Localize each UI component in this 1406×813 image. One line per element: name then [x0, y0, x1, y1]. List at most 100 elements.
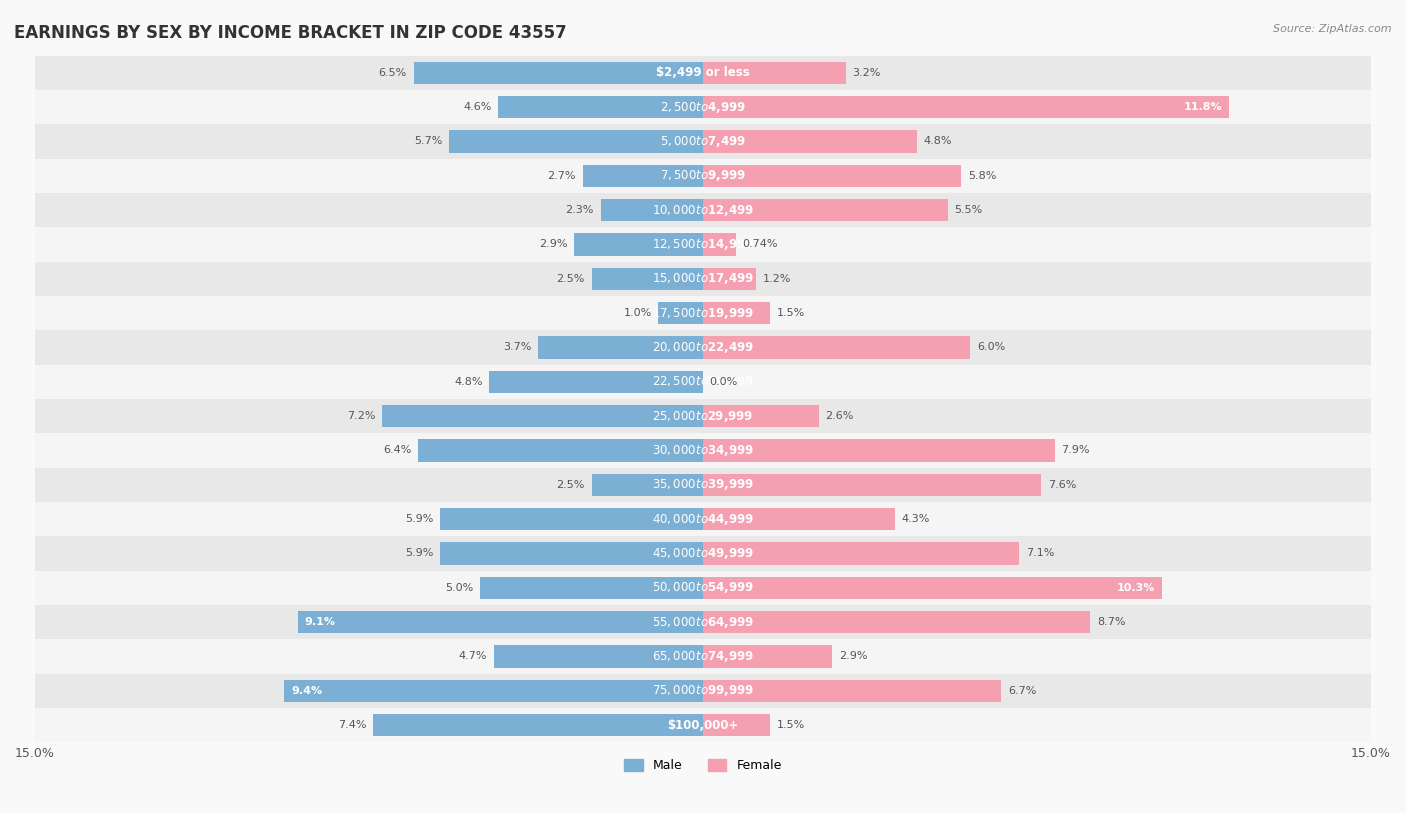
Bar — [298, 611, 703, 633]
Bar — [374, 714, 703, 737]
Bar — [481, 576, 703, 599]
Text: 2.5%: 2.5% — [557, 274, 585, 284]
Text: 1.2%: 1.2% — [763, 274, 792, 284]
Text: 2.9%: 2.9% — [839, 651, 868, 662]
Text: 9.1%: 9.1% — [304, 617, 336, 627]
Bar — [382, 405, 703, 428]
Bar — [35, 330, 1371, 365]
Bar — [35, 399, 1371, 433]
Text: 11.8%: 11.8% — [1184, 102, 1222, 112]
Bar — [35, 433, 1371, 467]
Text: $25,000 to $29,999: $25,000 to $29,999 — [652, 409, 754, 424]
Bar — [703, 165, 962, 187]
Bar — [35, 571, 1371, 605]
Bar — [582, 165, 703, 187]
Text: $12,500 to $14,999: $12,500 to $14,999 — [652, 237, 754, 252]
Text: 4.6%: 4.6% — [463, 102, 492, 112]
Text: $22,500 to $24,999: $22,500 to $24,999 — [652, 374, 754, 389]
Text: $15,000 to $17,499: $15,000 to $17,499 — [652, 272, 754, 286]
Text: 1.0%: 1.0% — [623, 308, 652, 318]
Text: $5,000 to $7,499: $5,000 to $7,499 — [659, 134, 747, 149]
Text: 0.0%: 0.0% — [710, 376, 738, 387]
Bar — [35, 124, 1371, 159]
Bar — [703, 233, 735, 255]
Bar — [35, 365, 1371, 399]
Text: $30,000 to $34,999: $30,000 to $34,999 — [652, 443, 754, 458]
Bar — [703, 337, 970, 359]
Bar — [703, 96, 1229, 119]
Legend: Male, Female: Male, Female — [619, 754, 787, 777]
Bar — [35, 605, 1371, 639]
Text: 2.3%: 2.3% — [565, 205, 593, 215]
Text: 2.7%: 2.7% — [547, 171, 576, 180]
Bar — [658, 302, 703, 324]
Text: $75,000 to $99,999: $75,000 to $99,999 — [652, 683, 754, 698]
Text: $65,000 to $74,999: $65,000 to $74,999 — [652, 649, 754, 664]
Bar — [592, 267, 703, 290]
Text: 5.9%: 5.9% — [405, 549, 433, 559]
Text: 4.8%: 4.8% — [924, 137, 952, 146]
Text: $2,500 to $4,999: $2,500 to $4,999 — [659, 100, 747, 115]
Bar — [703, 199, 948, 221]
Bar — [35, 639, 1371, 674]
Text: 6.7%: 6.7% — [1008, 686, 1036, 696]
Text: 7.2%: 7.2% — [347, 411, 375, 421]
Bar — [703, 302, 770, 324]
Bar — [494, 646, 703, 667]
Text: 8.7%: 8.7% — [1097, 617, 1126, 627]
Bar — [35, 708, 1371, 742]
Bar — [418, 439, 703, 462]
Bar — [35, 228, 1371, 262]
Bar — [538, 337, 703, 359]
Bar — [574, 233, 703, 255]
Bar — [35, 55, 1371, 90]
Text: $17,500 to $19,999: $17,500 to $19,999 — [652, 306, 754, 320]
Bar — [703, 62, 845, 84]
Bar — [498, 96, 703, 119]
Text: 1.5%: 1.5% — [776, 308, 804, 318]
Bar — [449, 130, 703, 153]
Text: 7.4%: 7.4% — [339, 720, 367, 730]
Text: $20,000 to $22,499: $20,000 to $22,499 — [652, 340, 754, 355]
Bar — [440, 508, 703, 530]
Text: 3.7%: 3.7% — [503, 342, 531, 353]
Text: 4.8%: 4.8% — [454, 376, 482, 387]
Bar — [35, 296, 1371, 330]
Bar — [35, 262, 1371, 296]
Bar — [592, 474, 703, 496]
Text: $40,000 to $44,999: $40,000 to $44,999 — [652, 511, 754, 527]
Bar — [413, 62, 703, 84]
Text: 2.9%: 2.9% — [538, 240, 567, 250]
Bar — [284, 680, 703, 702]
Text: 4.3%: 4.3% — [901, 514, 929, 524]
Bar — [703, 611, 1091, 633]
Text: $35,000 to $39,999: $35,000 to $39,999 — [652, 477, 754, 493]
Bar — [703, 646, 832, 667]
Text: 7.1%: 7.1% — [1026, 549, 1054, 559]
Text: 5.7%: 5.7% — [415, 137, 443, 146]
Bar — [703, 680, 1001, 702]
Bar — [703, 267, 756, 290]
Bar — [703, 405, 818, 428]
Text: Source: ZipAtlas.com: Source: ZipAtlas.com — [1274, 24, 1392, 34]
Text: 6.5%: 6.5% — [378, 67, 406, 78]
Text: 9.4%: 9.4% — [291, 686, 322, 696]
Text: 10.3%: 10.3% — [1116, 583, 1156, 593]
Bar — [703, 576, 1161, 599]
Bar — [703, 439, 1054, 462]
Text: $45,000 to $49,999: $45,000 to $49,999 — [652, 546, 754, 561]
Bar — [35, 537, 1371, 571]
Text: 1.5%: 1.5% — [776, 720, 804, 730]
Bar — [703, 714, 770, 737]
Bar — [703, 130, 917, 153]
Bar — [703, 542, 1019, 565]
Text: EARNINGS BY SEX BY INCOME BRACKET IN ZIP CODE 43557: EARNINGS BY SEX BY INCOME BRACKET IN ZIP… — [14, 24, 567, 42]
Text: 4.7%: 4.7% — [458, 651, 486, 662]
Text: 6.0%: 6.0% — [977, 342, 1005, 353]
Text: 5.0%: 5.0% — [446, 583, 474, 593]
Text: 3.2%: 3.2% — [852, 67, 880, 78]
Text: $50,000 to $54,999: $50,000 to $54,999 — [652, 580, 754, 595]
Bar — [440, 542, 703, 565]
Bar — [35, 467, 1371, 502]
Text: $55,000 to $64,999: $55,000 to $64,999 — [652, 615, 754, 629]
